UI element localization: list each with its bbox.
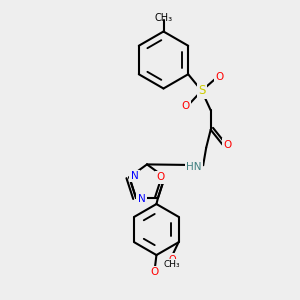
Text: CH₃: CH₃ — [154, 13, 172, 23]
Text: O: O — [182, 101, 190, 111]
Text: CH₃: CH₃ — [164, 260, 180, 269]
Text: O: O — [216, 72, 224, 82]
Text: N: N — [131, 171, 139, 181]
Text: O: O — [224, 140, 232, 150]
Text: N: N — [138, 194, 145, 204]
Text: S: S — [198, 84, 206, 97]
Text: HN: HN — [186, 162, 202, 172]
Text: O: O — [168, 255, 176, 265]
Text: O: O — [156, 172, 164, 182]
Text: O: O — [151, 267, 159, 278]
